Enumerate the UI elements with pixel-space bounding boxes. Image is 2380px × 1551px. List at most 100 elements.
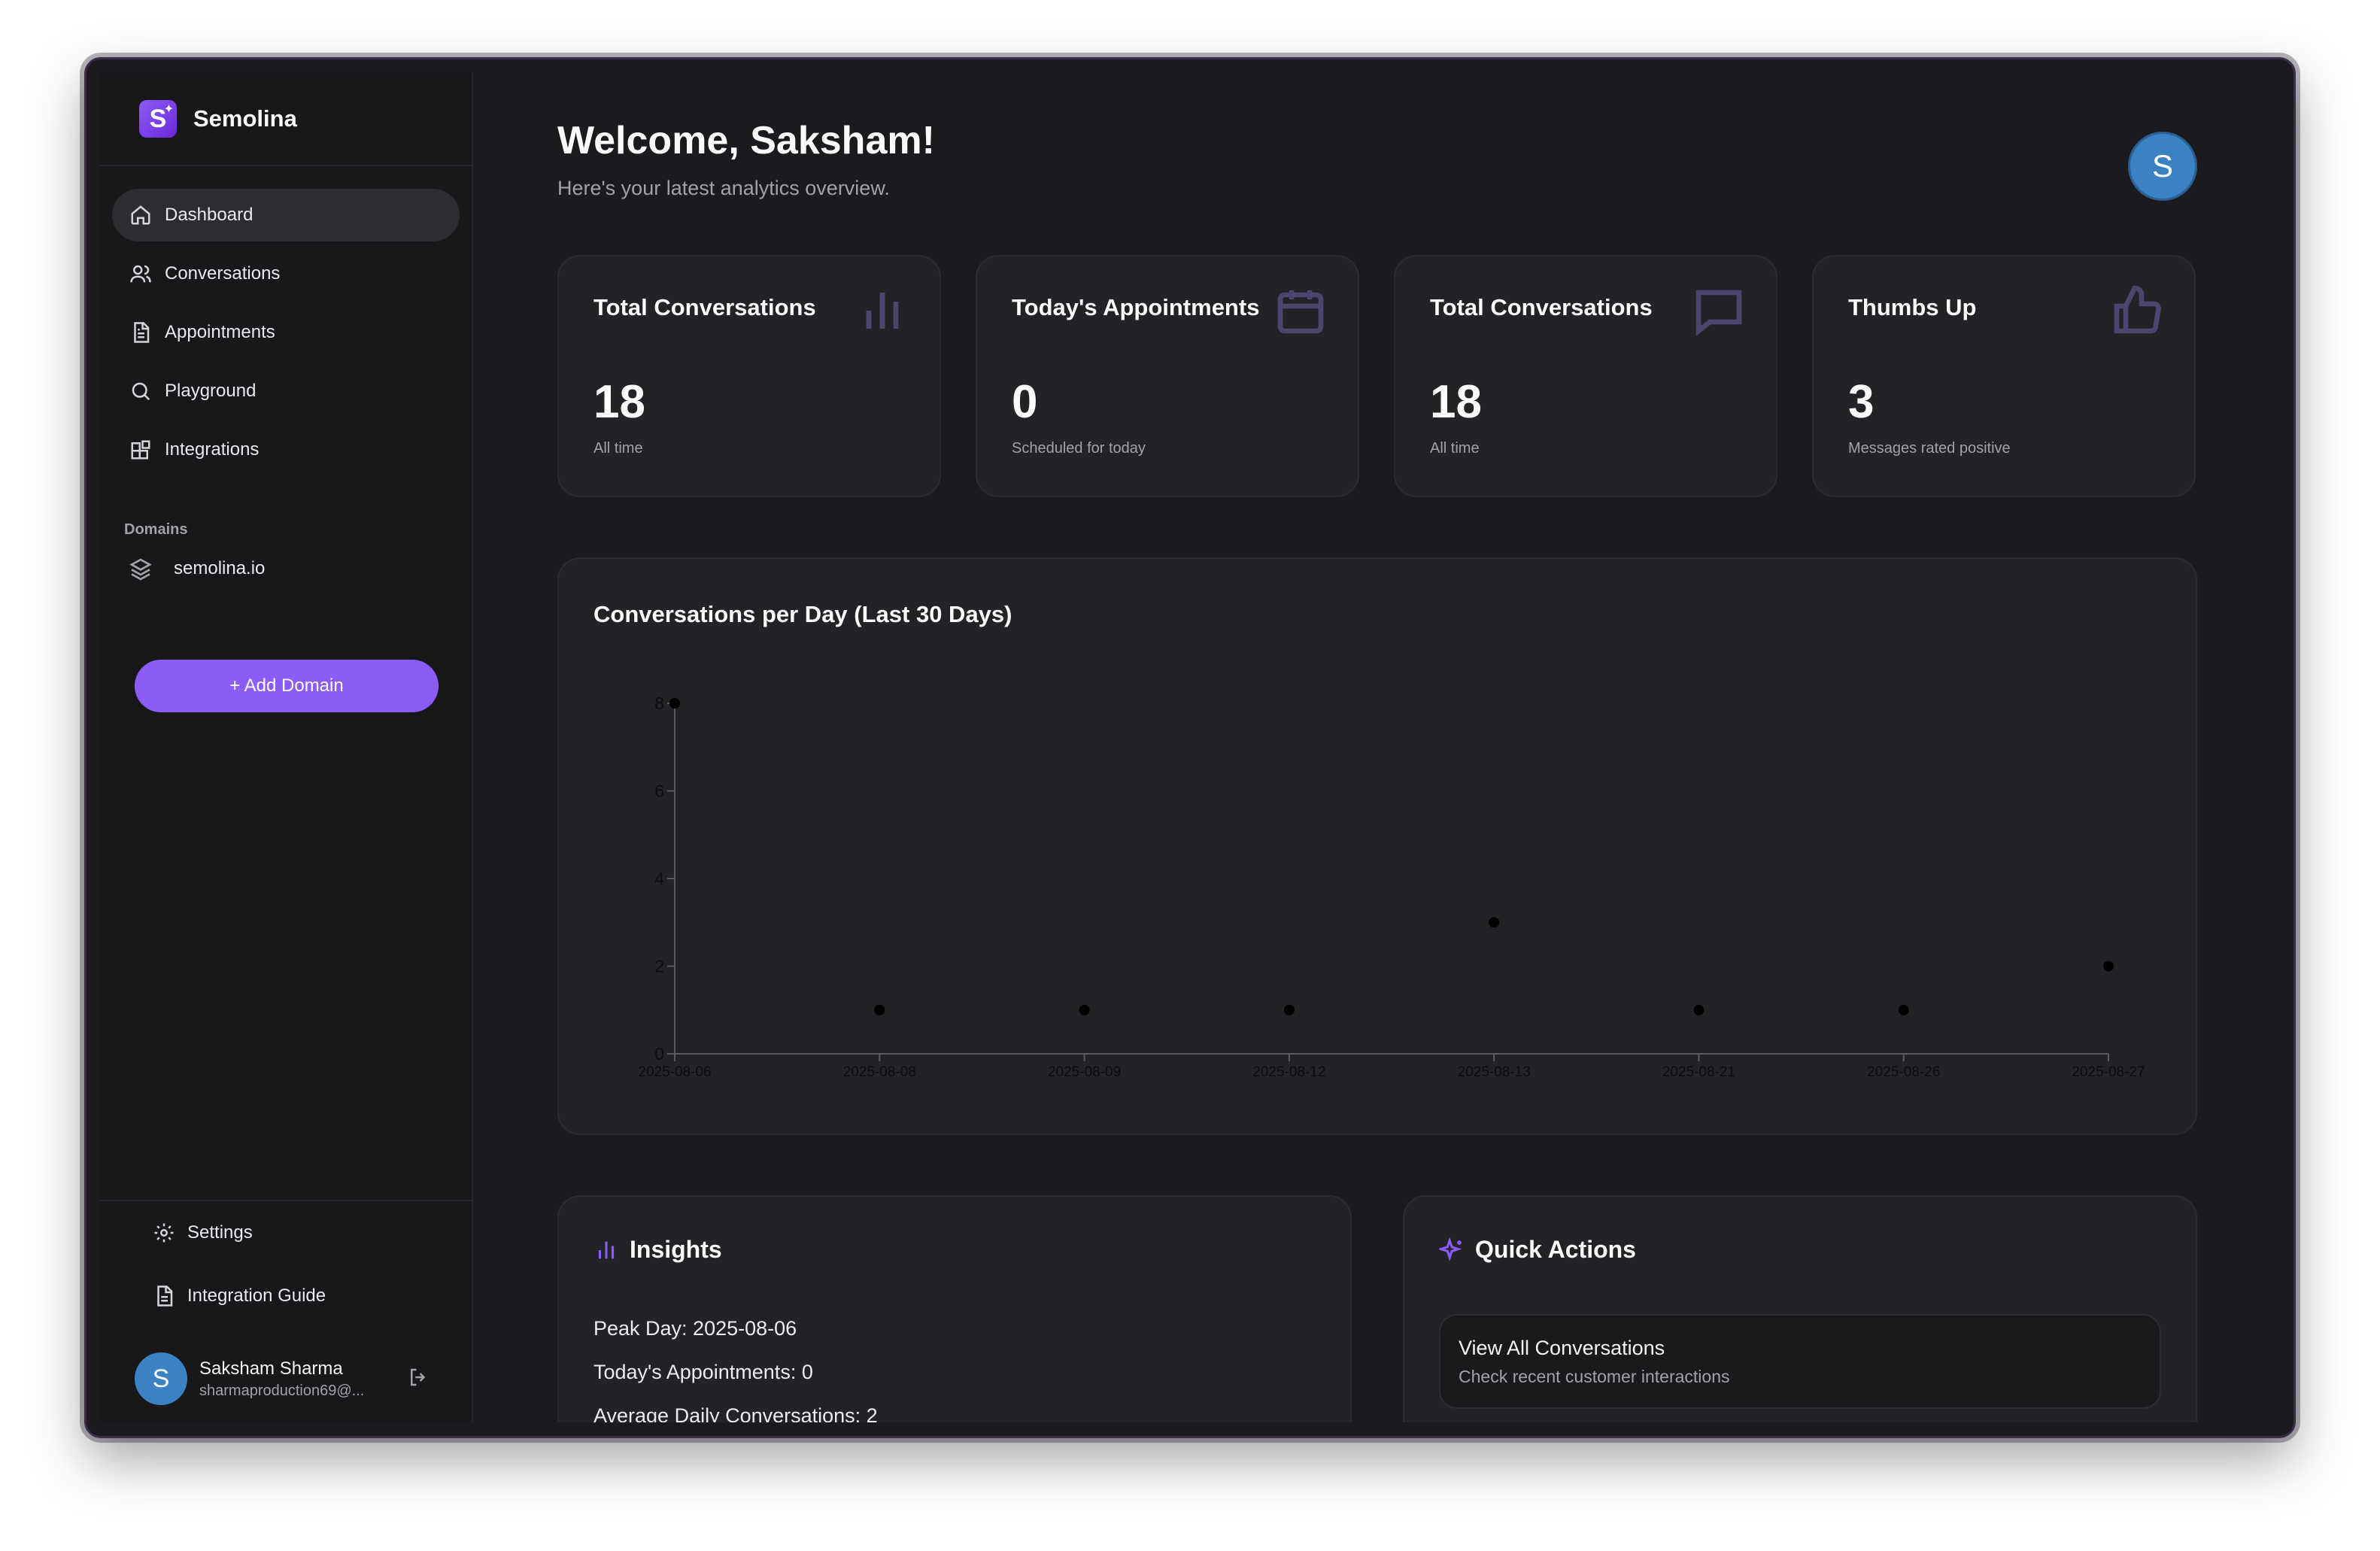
stat-card-value: 18: [593, 376, 645, 428]
logout-icon[interactable]: [407, 1366, 430, 1392]
user-info: Saksham Sharma sharmaproduction69@...: [199, 1358, 380, 1400]
stat-card-value: 0: [1012, 376, 1038, 428]
sidebar-footer: Settings Integration Guide S Saksham Sha…: [100, 1200, 472, 1422]
domain-item-semolina[interactable]: semolina.io: [129, 557, 472, 581]
sidebar-item-label: Integration Guide: [187, 1285, 326, 1306]
document-icon: [157, 1285, 173, 1307]
y-tick-label: 0: [654, 1044, 664, 1064]
avatar[interactable]: S: [135, 1352, 187, 1405]
sidebar-nav: Dashboard Conversations Appointments: [100, 166, 472, 476]
x-tick-label: 2025-08-13: [1458, 1064, 1531, 1080]
thumbs-up-icon: [2110, 284, 2164, 338]
quick-action-title: View All Conversations: [1459, 1337, 1665, 1359]
header-avatar[interactable]: S: [2128, 132, 2197, 201]
data-point: [1898, 1004, 1909, 1015]
y-tick-label: 8: [654, 694, 664, 713]
brand-logo-icon: S ✦: [139, 100, 177, 138]
app-window: S ✦ Semolina Dashboard Conversations: [84, 57, 2296, 1438]
sidebar-item-appointments[interactable]: Appointments: [112, 306, 460, 359]
brand[interactable]: S ✦ Semolina: [100, 73, 472, 166]
stat-card-title: Total Conversations: [593, 294, 816, 320]
gear-icon: [154, 1223, 174, 1243]
stat-card-note: All time: [1430, 440, 1480, 457]
data-point: [1489, 917, 1500, 928]
conversations-chart: 0 2 4 6 8 2025-08-06 2025-08-08 2025-08-09 2025-…: [638, 694, 2145, 1080]
sidebar-item-label: Dashboard: [165, 205, 253, 225]
stat-card-value: 3: [1848, 376, 1875, 428]
sidebar-item-label: Appointments: [165, 322, 275, 342]
insights-panel: Insights Peak Day: 2025-08-06 Today's Ap…: [557, 1195, 1352, 1422]
stat-card-appointments: Today's Appointments 0 Scheduled for tod…: [976, 255, 1359, 497]
stat-card-note: Scheduled for today: [1012, 440, 1146, 457]
insight-todays-appointments: Today's Appointments: 0: [593, 1361, 813, 1383]
stat-card-note: All time: [593, 440, 643, 457]
brand-logo-letter: S: [149, 104, 167, 133]
stat-card-thumbs-up: Thumbs Up 3 Messages rated positive: [1812, 255, 2196, 497]
stat-card-title: Today's Appointments: [1012, 294, 1260, 320]
sidebar-item-label: Playground: [165, 381, 257, 401]
home-icon: [129, 203, 153, 227]
sidebar-item-integrations[interactable]: Integrations: [112, 423, 460, 476]
domain-label: semolina.io: [174, 558, 266, 578]
message-icon: [1692, 284, 1746, 338]
quick-actions-panel: Quick Actions View All Conversations Che…: [1403, 1195, 2197, 1422]
x-tick-label: 2025-08-26: [1867, 1064, 1940, 1080]
x-tick-label: 2025-08-08: [843, 1064, 916, 1080]
brand-name: Semolina: [193, 105, 297, 132]
data-point: [874, 1004, 885, 1015]
user-name: Saksham Sharma: [199, 1358, 343, 1379]
y-tick-label: 4: [654, 869, 664, 888]
bar-chart-icon: [598, 1241, 615, 1258]
page-subtitle: Here's your latest analytics overview.: [557, 177, 890, 199]
domains-section-label: Domains: [124, 521, 188, 538]
user-profile[interactable]: S Saksham Sharma sharmaproduction69@...: [135, 1349, 457, 1409]
quick-action-subtitle: Check recent customer interactions: [1459, 1367, 1730, 1386]
stat-card-total-conversations: Total Conversations 18 All time: [557, 255, 941, 497]
x-tick-label: 2025-08-06: [638, 1064, 711, 1080]
data-point: [669, 698, 680, 709]
users-icon: [129, 262, 153, 286]
sidebar-item-label: Conversations: [165, 263, 281, 284]
page-title: Welcome, Saksham!: [557, 119, 935, 162]
y-tick-label: 2: [654, 957, 664, 976]
quick-action-view-conversations[interactable]: View All Conversations Check recent cust…: [1439, 1314, 2161, 1409]
conversations-chart-card: Conversations per Day (Last 30 Days) 0 2 4…: [557, 557, 2197, 1135]
data-point: [1079, 1004, 1090, 1015]
data-point: [2103, 961, 2114, 972]
sparkles-icon: [1439, 1237, 1462, 1261]
data-point: [1283, 1004, 1295, 1015]
sidebar-item-settings[interactable]: Settings: [100, 1201, 472, 1264]
insights-title: Insights: [630, 1236, 722, 1263]
sidebar-item-dashboard[interactable]: Dashboard: [112, 189, 460, 241]
stat-card-value: 18: [1430, 376, 1482, 428]
blocks-icon: [129, 438, 153, 462]
y-tick-label: 6: [654, 782, 664, 801]
layers-icon: [129, 558, 152, 581]
stat-card-note: Messages rated positive: [1848, 440, 2011, 457]
sidebar-item-label: Settings: [187, 1222, 253, 1243]
sidebar-item-integration-guide[interactable]: Integration Guide: [100, 1264, 472, 1328]
quick-actions-header: Quick Actions: [1439, 1236, 1636, 1264]
sparkle-icon: ✦: [163, 103, 174, 116]
app-frame: S ✦ Semolina Dashboard Conversations: [100, 73, 2280, 1422]
quick-actions-title: Quick Actions: [1475, 1236, 1636, 1263]
document-icon: [129, 320, 153, 344]
calendar-icon: [1273, 284, 1328, 338]
stat-card-total-conversations-2: Total Conversations 18 All time: [1394, 255, 1777, 497]
add-domain-button[interactable]: + Add Domain: [135, 660, 439, 712]
sidebar-item-playground[interactable]: Playground: [112, 365, 460, 417]
x-tick-label: 2025-08-27: [2072, 1064, 2145, 1080]
sidebar-item-label: Integrations: [165, 439, 260, 460]
chart-title: Conversations per Day (Last 30 Days): [593, 601, 1012, 627]
bar-chart-icon: [855, 284, 909, 338]
user-email: sharmaproduction69@...: [199, 1382, 365, 1399]
insight-peak-day: Peak Day: 2025-08-06: [593, 1317, 797, 1340]
sidebar-item-conversations[interactable]: Conversations: [112, 247, 460, 300]
insights-header: Insights: [593, 1236, 722, 1264]
main-content: Welcome, Saksham! Here's your latest ana…: [473, 73, 2280, 1422]
x-tick-label: 2025-08-09: [1048, 1064, 1121, 1080]
search-icon: [129, 379, 153, 403]
x-tick-label: 2025-08-21: [1662, 1064, 1735, 1080]
stat-card-title: Total Conversations: [1430, 294, 1653, 320]
insight-average-daily: Average Daily Conversations: 2: [593, 1404, 878, 1422]
